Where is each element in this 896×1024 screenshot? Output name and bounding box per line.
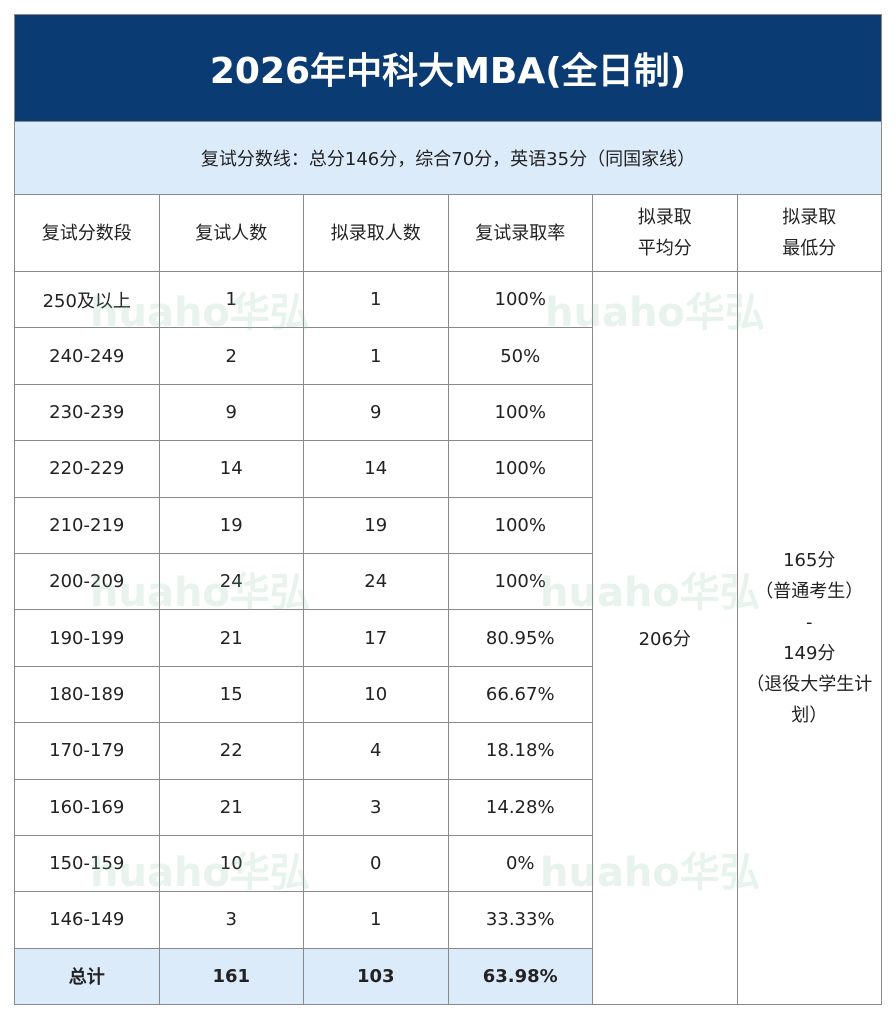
cell: 9 <box>303 383 449 442</box>
cell: 190-199 <box>14 609 160 667</box>
header-line: 复试分数段 <box>41 222 132 244</box>
data-row: 160-169 21 3 14.28% <box>14 778 882 836</box>
cell: 50% <box>447 327 593 385</box>
cell: 14 <box>303 440 449 498</box>
cell: 240-249 <box>14 327 160 385</box>
header-cell: 复试分数段 <box>14 194 160 272</box>
cell: 0% <box>447 834 593 893</box>
header-line: 复试录取率 <box>475 222 566 244</box>
cell: 170-179 <box>14 722 160 780</box>
cell: 10 <box>303 665 449 724</box>
data-row: 220-229 14 14 100% <box>14 440 882 498</box>
cell: 3 <box>158 891 304 949</box>
cell: 14 <box>158 440 304 498</box>
minimum-line: 149分 <box>783 642 836 664</box>
total-cell: 总计 <box>14 947 160 1005</box>
data-row: 146-149 3 1 33.33% <box>14 891 882 949</box>
average-score: 206分 <box>592 271 738 1005</box>
header-line: 拟录取 <box>637 207 692 228</box>
cell: 14.28% <box>447 778 593 836</box>
cell: 4 <box>303 722 449 780</box>
subtitle-row: 复试分数线：总分146分，综合70分，英语35分（同国家线） <box>14 121 882 195</box>
cell: 160-169 <box>14 778 160 836</box>
subtitle: 复试分数线：总分146分，综合70分，英语35分（同国家线） <box>14 121 882 195</box>
cell: 24 <box>158 552 304 611</box>
cell: 230-239 <box>14 383 160 442</box>
cell: 33.33% <box>447 891 593 949</box>
header-cell: 复试人数 <box>158 194 304 272</box>
cell: 9 <box>158 383 304 442</box>
header-cell: 复试录取率 <box>447 194 593 272</box>
cell: 19 <box>303 496 449 554</box>
cell: 1 <box>303 270 449 329</box>
cell: 100% <box>447 552 593 611</box>
minimum-line: （普通考生） <box>755 580 864 602</box>
cell: 19 <box>158 496 304 554</box>
minimum-line: - <box>806 611 813 633</box>
cell: 150-159 <box>14 834 160 893</box>
cell: 250及以上 <box>14 270 160 329</box>
data-row: 210-219 19 19 100% <box>14 496 882 554</box>
table-body: 2026年中科大MBA(全日制) 复试分数线：总分146分，综合70分，英语35… <box>14 14 882 1005</box>
cell: 100% <box>447 383 593 442</box>
total-cell: 63.98% <box>447 947 593 1005</box>
cell: 66.67% <box>447 665 593 724</box>
header-line: 复试人数 <box>195 222 268 244</box>
minimum-line: 165分 <box>783 549 836 571</box>
cell: 18.18% <box>447 722 593 780</box>
cell: 180-189 <box>14 665 160 724</box>
title-row: 2026年中科大MBA(全日制) <box>14 14 882 122</box>
cell: 210-219 <box>14 496 160 554</box>
header-line: 拟录取 <box>782 207 837 228</box>
total-row: 总计 161 103 63.98% <box>14 947 882 1005</box>
header-cell: 拟录取人数 <box>303 194 449 272</box>
minimum-score: 165分 （普通考生） - 149分 （退役大学生计划） <box>736 271 882 1005</box>
cell: 146-149 <box>14 891 160 949</box>
cell: 3 <box>303 778 449 836</box>
cell: 0 <box>303 834 449 893</box>
data-row: 230-239 9 9 100% <box>14 383 882 442</box>
cell: 10 <box>158 834 304 893</box>
data-row: 190-199 21 17 80.95% <box>14 609 882 667</box>
cell: 100% <box>447 270 593 329</box>
cell: 100% <box>447 496 593 554</box>
cell: 220-229 <box>14 440 160 498</box>
header-line: 最低分 <box>782 238 837 259</box>
cell: 80.95% <box>447 609 593 667</box>
cell: 1 <box>158 270 304 329</box>
header-row: 复试分数段 复试人数 拟录取人数 复试录取率 拟录取 平均分 拟录取 最低分 <box>14 194 882 272</box>
cell: 22 <box>158 722 304 780</box>
title: 2026年中科大MBA(全日制) <box>14 14 882 122</box>
cell: 2 <box>158 327 304 385</box>
cell: 1 <box>303 891 449 949</box>
data-row: 250及以上 1 1 100% 206分 165分 （普通考生） -149分 （退役大学生计划） <box>14 270 882 1005</box>
header-cell: 拟录取 平均分 <box>592 194 738 272</box>
cell: 100% <box>447 440 593 498</box>
cell: 15 <box>158 665 304 724</box>
total-cell: 161 <box>158 947 304 1005</box>
cell: 24 <box>303 552 449 611</box>
score-table: 2026年中科大MBA(全日制) 复试分数线：总分146分，综合70分，英语35… <box>14 14 882 1005</box>
cell: 17 <box>303 609 449 667</box>
data-row: 180-189 15 10 66.67% <box>14 665 882 724</box>
header-line: 拟录取人数 <box>330 222 421 244</box>
header-line: 平均分 <box>637 238 692 259</box>
minimum-line: （退役大学生计划） <box>746 673 873 726</box>
data-row: 240-249 2 1 50% <box>14 327 882 385</box>
cell: 21 <box>158 609 304 667</box>
total-cell: 103 <box>303 947 449 1005</box>
cell: 21 <box>158 778 304 836</box>
data-row: 200-209 24 24 100% <box>14 552 882 611</box>
header-cell: 拟录取 最低分 <box>736 194 882 272</box>
data-row: 170-179 22 4 18.18% <box>14 722 882 780</box>
cell: 200-209 <box>14 552 160 611</box>
cell: 1 <box>303 327 449 385</box>
